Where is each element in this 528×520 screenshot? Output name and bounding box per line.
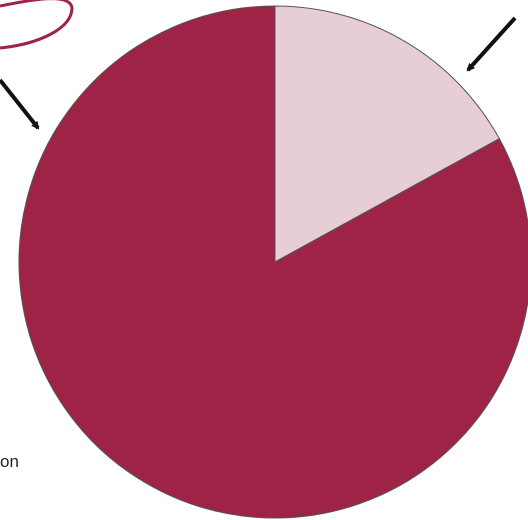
partial-text: on [0,452,19,472]
callout-oval [0,0,72,48]
pie-slices [19,6,528,518]
arrow-right [468,18,515,70]
arrow-left [0,80,38,128]
